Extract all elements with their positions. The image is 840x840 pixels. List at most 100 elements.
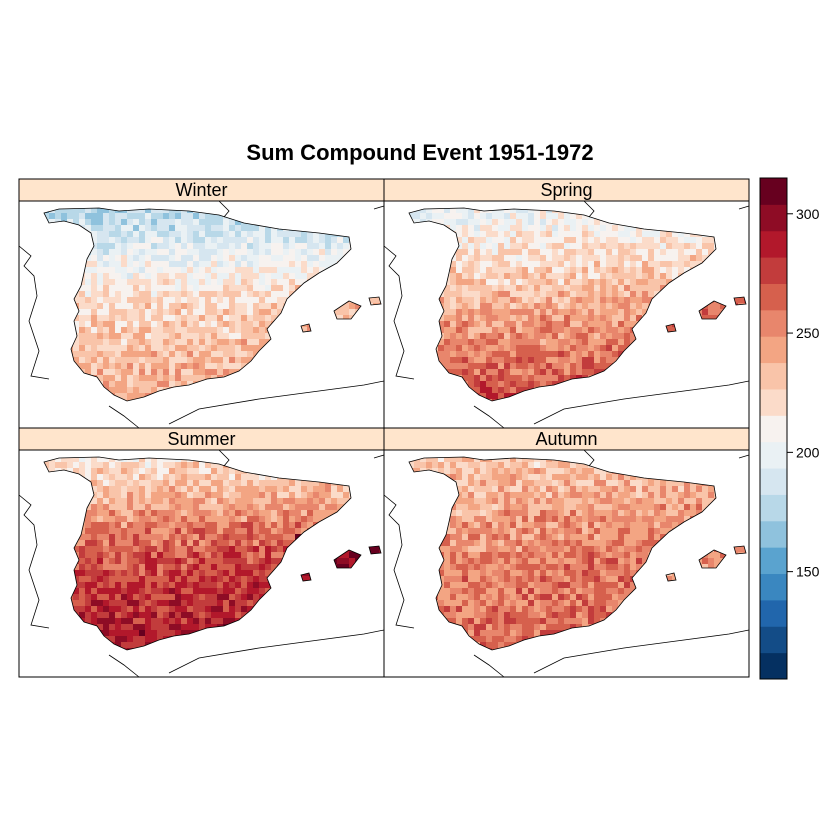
heat-cell	[283, 267, 289, 273]
heat-cell	[540, 225, 546, 231]
heat-cell	[115, 480, 121, 486]
heat-cell	[450, 285, 456, 291]
heat-cell	[139, 327, 145, 333]
heat-cell	[576, 309, 582, 315]
heat-cell	[462, 285, 468, 291]
heat-cell	[504, 327, 510, 333]
heat-cell	[462, 249, 468, 255]
heat-cell	[163, 457, 169, 462]
heat-cell	[181, 474, 187, 480]
heat-cell	[480, 339, 486, 345]
heat-cell	[480, 333, 486, 339]
heat-cell	[624, 285, 630, 291]
heat-cell	[504, 243, 510, 249]
heat-cell	[528, 243, 534, 249]
heat-cell	[337, 243, 343, 249]
heat-cell	[444, 213, 450, 219]
heat-cell	[193, 309, 199, 315]
heat-cell	[504, 267, 510, 273]
heat-cell	[271, 279, 277, 285]
heat-cell	[594, 219, 600, 225]
heat-cell	[127, 333, 133, 339]
heat-cell	[696, 261, 702, 267]
heat-cell	[582, 351, 588, 357]
heat-cell	[157, 213, 163, 219]
heat-cell	[588, 297, 594, 303]
heat-cell	[606, 285, 612, 291]
heat-cell	[504, 249, 510, 255]
heat-cell	[492, 291, 498, 297]
heat-cell	[193, 357, 199, 363]
heat-cell	[540, 291, 546, 297]
heat-cell	[115, 291, 121, 297]
heat-cell	[133, 457, 139, 462]
heat-cell	[133, 315, 139, 321]
heat-cell	[588, 333, 594, 339]
heat-cell	[79, 297, 85, 303]
heat-cell	[540, 363, 546, 369]
heat-cell	[169, 327, 175, 333]
heat-cell	[295, 255, 301, 261]
heat-cell	[678, 249, 684, 255]
heat-cell	[510, 381, 516, 387]
heat-cell	[187, 273, 193, 279]
heat-cell	[522, 303, 528, 309]
heat-cell	[145, 261, 151, 267]
heat-cell	[127, 279, 133, 285]
heat-cell	[450, 363, 456, 369]
heat-cell	[492, 303, 498, 309]
heat-cell	[588, 231, 594, 237]
heat-cell	[456, 357, 462, 363]
heat-cell	[277, 249, 283, 255]
heat-cell	[235, 243, 241, 249]
heat-cell	[217, 315, 223, 321]
heat-cell	[552, 291, 558, 297]
heat-cell	[504, 345, 510, 351]
heat-cell	[79, 457, 85, 462]
heat-cell	[612, 327, 618, 333]
heat-cell	[468, 231, 474, 237]
heat-cell	[205, 369, 211, 375]
heat-cell	[534, 381, 540, 387]
heat-cell	[151, 375, 157, 381]
heat-cell	[79, 213, 85, 219]
heat-cell	[253, 261, 259, 267]
heat-cell	[151, 237, 157, 243]
heat-cell	[271, 261, 277, 267]
heat-cell	[474, 291, 480, 297]
heat-cell	[468, 375, 474, 381]
heat-cell	[229, 261, 235, 267]
heat-cell	[492, 327, 498, 333]
heat-cell	[534, 363, 540, 369]
heat-cell	[301, 273, 307, 279]
heat-cell	[115, 213, 121, 219]
heat-cell	[307, 327, 313, 333]
heat-cell	[79, 339, 85, 345]
heat-cell	[534, 279, 540, 285]
heat-cell	[504, 261, 510, 267]
heat-cell	[618, 291, 624, 297]
heat-cell	[253, 339, 259, 345]
heat-cell	[534, 315, 540, 321]
heat-cell	[115, 333, 121, 339]
heat-cell	[540, 375, 546, 381]
heat-cell	[175, 468, 181, 474]
heat-cell	[85, 457, 91, 462]
heat-cell	[229, 357, 235, 363]
heat-cell	[253, 315, 259, 321]
heat-cell	[187, 219, 193, 225]
heat-cell	[666, 267, 672, 273]
heat-cell	[582, 321, 588, 327]
heat-cell	[486, 309, 492, 315]
heat-cell	[510, 273, 516, 279]
heat-cell	[145, 243, 151, 249]
heat-cell	[708, 315, 714, 321]
heat-cell	[516, 375, 522, 381]
heat-cell	[277, 255, 283, 261]
heat-cell	[540, 249, 546, 255]
heat-cell	[606, 357, 612, 363]
heat-cell	[247, 255, 253, 261]
heat-cell	[450, 315, 456, 321]
heat-cell	[211, 261, 217, 267]
panel-summer: Summer	[18, 427, 385, 678]
